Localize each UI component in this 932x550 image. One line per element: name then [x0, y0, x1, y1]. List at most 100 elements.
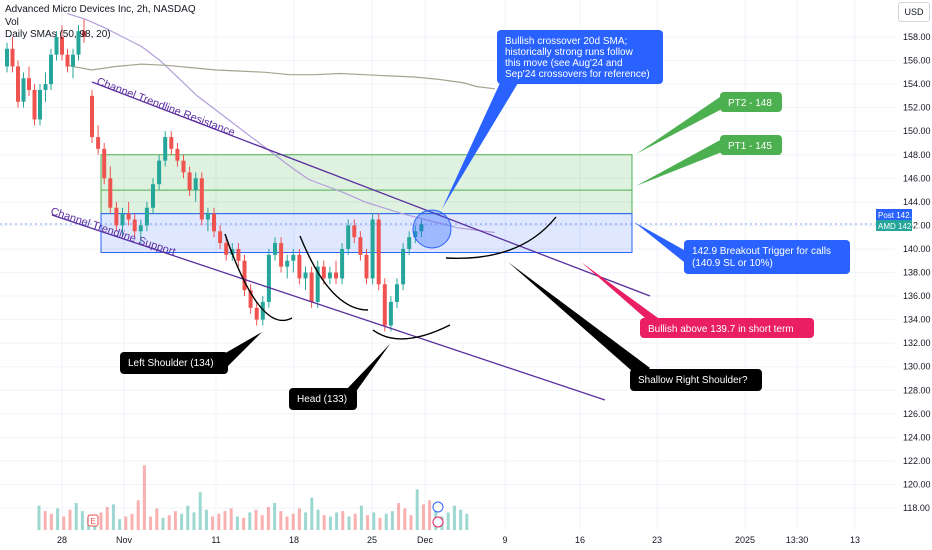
price-tick-label: 120.00 [903, 479, 931, 489]
price-tick-label: 152.00 [903, 103, 931, 113]
volume-bar [335, 512, 339, 530]
volume-bar [124, 516, 128, 530]
time-axis[interactable]: 28 Nov 11 18 25 Dec 9 16 23 2025 13:30 13 [0, 530, 932, 550]
candle-body [242, 260, 247, 291]
breakout-pointer [634, 222, 684, 262]
candle-body [334, 272, 338, 279]
breakout-callout-text: 142.9 Breakout Trigger for calls [692, 246, 831, 257]
volume-bar [68, 509, 72, 530]
volume-bar [428, 500, 432, 530]
candle-body [96, 137, 101, 149]
volume-bar [223, 511, 227, 530]
sma-layer [66, 12, 495, 234]
volume-bar [421, 504, 425, 530]
price-tick-label: 130.00 [903, 362, 931, 372]
channel-resistance-line [91, 81, 651, 297]
candle-body [108, 178, 113, 208]
candle-body [321, 266, 326, 279]
volume-bar [316, 509, 320, 530]
candle-body [382, 284, 387, 326]
volume-bar [378, 517, 382, 530]
shallow-callout-text: Shallow Right Shoulder? [638, 375, 748, 386]
currency-button[interactable]: USD [898, 2, 930, 22]
shallow-callout [630, 369, 762, 391]
volume-bar [211, 516, 215, 530]
candle-body [230, 248, 235, 255]
candle-body [236, 248, 241, 261]
candle-body [132, 219, 137, 232]
candle-body [102, 148, 107, 179]
volume-bar [248, 512, 252, 530]
lightning-event-icon [432, 516, 444, 528]
price-tick-label: 154.00 [903, 79, 931, 89]
callouts-layer: Bullish crossover 20d SMA;historically s… [120, 30, 850, 410]
price-tick-label: 156.00 [903, 56, 931, 66]
bullish-callout-text: Bullish above 139.7 in short term [648, 324, 794, 335]
candle-body [54, 37, 59, 55]
volume-bar [310, 497, 314, 530]
volume-bar [372, 512, 376, 530]
candle-body [43, 84, 48, 90]
candle-body [346, 225, 351, 249]
volume-bar [198, 492, 202, 530]
time-tick-label: Nov [116, 535, 133, 545]
candle-body [260, 301, 265, 320]
candle-body [175, 148, 180, 161]
volume-bar [229, 508, 233, 530]
amd-badge-text: AMD 142.11 [878, 222, 922, 231]
candle-body [144, 207, 149, 226]
price-axis[interactable]: 118.00 120.00 122.00 124.00 126.00 128.00 130.… [876, 0, 932, 550]
volume-bar [111, 504, 115, 530]
volume-bar [297, 508, 301, 530]
candle-body [315, 266, 320, 302]
volume-bar [384, 513, 388, 530]
candle-body [352, 225, 357, 238]
candle-body [5, 48, 9, 67]
head-callout-text: Head (133) [297, 394, 347, 405]
candle-body [76, 31, 81, 55]
volume-bar [459, 509, 463, 530]
time-tick-label: 13 [850, 535, 860, 545]
candle-body [407, 237, 412, 249]
time-tick-label: 23 [652, 535, 662, 545]
left-shoulder-callout [120, 352, 228, 374]
pt1-callout [720, 135, 782, 155]
volume-bar [217, 513, 221, 530]
chart-title: Advanced Micro Devices Inc, 2h, NASDAQ [5, 4, 196, 15]
left-shoulder-callout-text: Left Shoulder (134) [128, 358, 214, 369]
time-tick-label: 9 [502, 535, 507, 545]
time-tick-label: 25 [367, 535, 377, 545]
price-tick-label: 140.00 [903, 244, 931, 254]
crossover-callout-text: this move (see Aug'24 and [505, 58, 623, 69]
candle-body [273, 243, 277, 255]
volume-bar [235, 516, 239, 530]
left-shoulder-arc-2 [299, 235, 369, 311]
volume-bar [366, 515, 370, 530]
zones-layer [100, 154, 633, 253]
pt1-callout-text: PT1 - 145 [728, 141, 772, 152]
candle-body [82, 31, 86, 37]
right-shoulder-arc [445, 216, 557, 260]
price-tick-label: 122.00 [903, 456, 931, 466]
price-tick-label: 118.00 [903, 503, 930, 513]
volume-bar [167, 515, 171, 530]
volume-bar [180, 513, 184, 530]
bullish-callout [640, 318, 814, 338]
candle-body [297, 254, 302, 279]
candle-body [71, 54, 75, 67]
volume-bar [273, 503, 277, 530]
crossover-callout [497, 30, 663, 84]
pt2-callout-text: PT2 - 148 [728, 98, 772, 109]
price-tick-label: 142.00 [903, 220, 931, 230]
volume-bar [359, 505, 363, 530]
candle-body [151, 184, 155, 208]
post-badge [876, 209, 912, 220]
crossover-callout-text: Bullish crossover 20d SMA; [505, 36, 627, 47]
head-pointer [344, 344, 390, 400]
volume-bar [173, 511, 177, 530]
price-tick-label: 138.00 [903, 268, 931, 278]
volume-bar [136, 500, 140, 530]
volume-bar [266, 507, 270, 530]
pt1-pointer [636, 139, 722, 186]
